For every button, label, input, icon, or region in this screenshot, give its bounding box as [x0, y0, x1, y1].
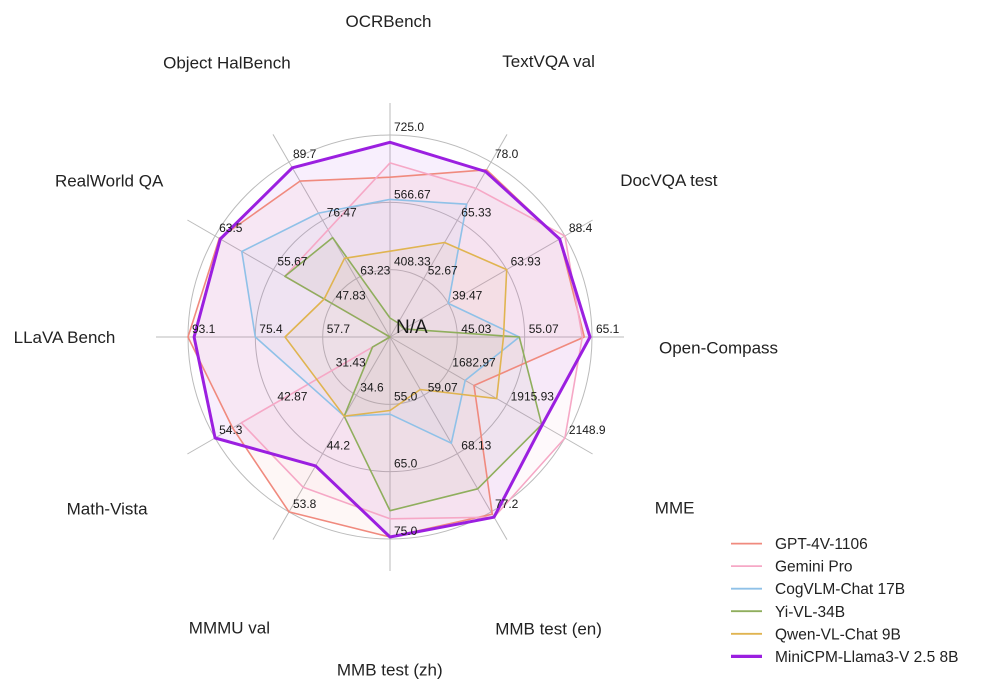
svg-text:76.47: 76.47	[327, 205, 357, 219]
svg-text:75.4: 75.4	[259, 322, 283, 336]
svg-text:59.07: 59.07	[428, 380, 458, 394]
svg-text:55.0: 55.0	[394, 389, 418, 403]
svg-text:63.23: 63.23	[360, 264, 390, 278]
svg-text:93.1: 93.1	[192, 322, 216, 336]
svg-text:566.67: 566.67	[394, 187, 431, 201]
svg-text:TextVQA val: TextVQA val	[502, 52, 595, 71]
svg-text:65.1: 65.1	[596, 322, 620, 336]
svg-text:44.2: 44.2	[327, 439, 351, 453]
svg-text:52.67: 52.67	[428, 264, 458, 278]
svg-text:RealWorld QA: RealWorld QA	[55, 171, 164, 190]
svg-text:1915.93: 1915.93	[511, 389, 555, 403]
svg-text:CogVLM-Chat 17B: CogVLM-Chat 17B	[775, 581, 905, 598]
svg-text:N/A: N/A	[396, 317, 428, 338]
svg-text:88.4: 88.4	[569, 221, 593, 235]
svg-text:42.87: 42.87	[277, 389, 307, 403]
svg-text:78.0: 78.0	[495, 147, 519, 161]
svg-text:53.8: 53.8	[293, 497, 317, 511]
svg-text:54.3: 54.3	[219, 423, 243, 437]
svg-text:45.03: 45.03	[461, 322, 491, 336]
svg-text:Yi-VL-34B: Yi-VL-34B	[775, 604, 845, 621]
svg-text:2148.9: 2148.9	[569, 423, 606, 437]
svg-text:1682.97: 1682.97	[452, 356, 496, 370]
svg-text:OCRBench: OCRBench	[346, 12, 432, 31]
svg-text:47.83: 47.83	[336, 288, 366, 302]
svg-text:55.07: 55.07	[529, 322, 559, 336]
svg-text:MMB test (zh): MMB test (zh)	[337, 661, 443, 680]
svg-text:65.33: 65.33	[461, 205, 491, 219]
svg-text:75.0: 75.0	[394, 524, 418, 538]
svg-text:408.33: 408.33	[394, 255, 431, 269]
svg-text:31.43: 31.43	[336, 356, 366, 370]
svg-text:57.7: 57.7	[327, 322, 351, 336]
svg-text:MMMU val: MMMU val	[189, 619, 270, 638]
svg-text:63.93: 63.93	[511, 255, 541, 269]
svg-text:89.7: 89.7	[293, 147, 317, 161]
svg-text:34.6: 34.6	[360, 380, 384, 394]
svg-text:Gemini Pro: Gemini Pro	[775, 559, 853, 576]
svg-text:39.47: 39.47	[452, 288, 482, 302]
svg-text:MMB test (en): MMB test (en)	[495, 620, 602, 639]
svg-text:55.67: 55.67	[277, 255, 307, 269]
svg-text:MME: MME	[655, 499, 695, 518]
svg-text:Open-Compass: Open-Compass	[659, 339, 778, 358]
svg-text:63.5: 63.5	[219, 221, 243, 235]
svg-text:77.2: 77.2	[495, 497, 519, 511]
svg-text:65.0: 65.0	[394, 457, 418, 471]
svg-text:MiniCPM-Llama3-V 2.5 8B: MiniCPM-Llama3-V 2.5 8B	[775, 649, 958, 666]
svg-text:Object HalBench: Object HalBench	[163, 53, 291, 72]
svg-text:GPT-4V-1106: GPT-4V-1106	[775, 536, 868, 553]
svg-text:Math-Vista: Math-Vista	[67, 500, 148, 519]
svg-text:DocVQA test: DocVQA test	[620, 171, 718, 190]
svg-text:68.13: 68.13	[461, 439, 491, 453]
svg-text:LLaVA Bench: LLaVA Bench	[14, 328, 116, 347]
svg-text:725.0: 725.0	[394, 120, 424, 134]
svg-text:Qwen-VL-Chat 9B: Qwen-VL-Chat 9B	[775, 626, 901, 643]
